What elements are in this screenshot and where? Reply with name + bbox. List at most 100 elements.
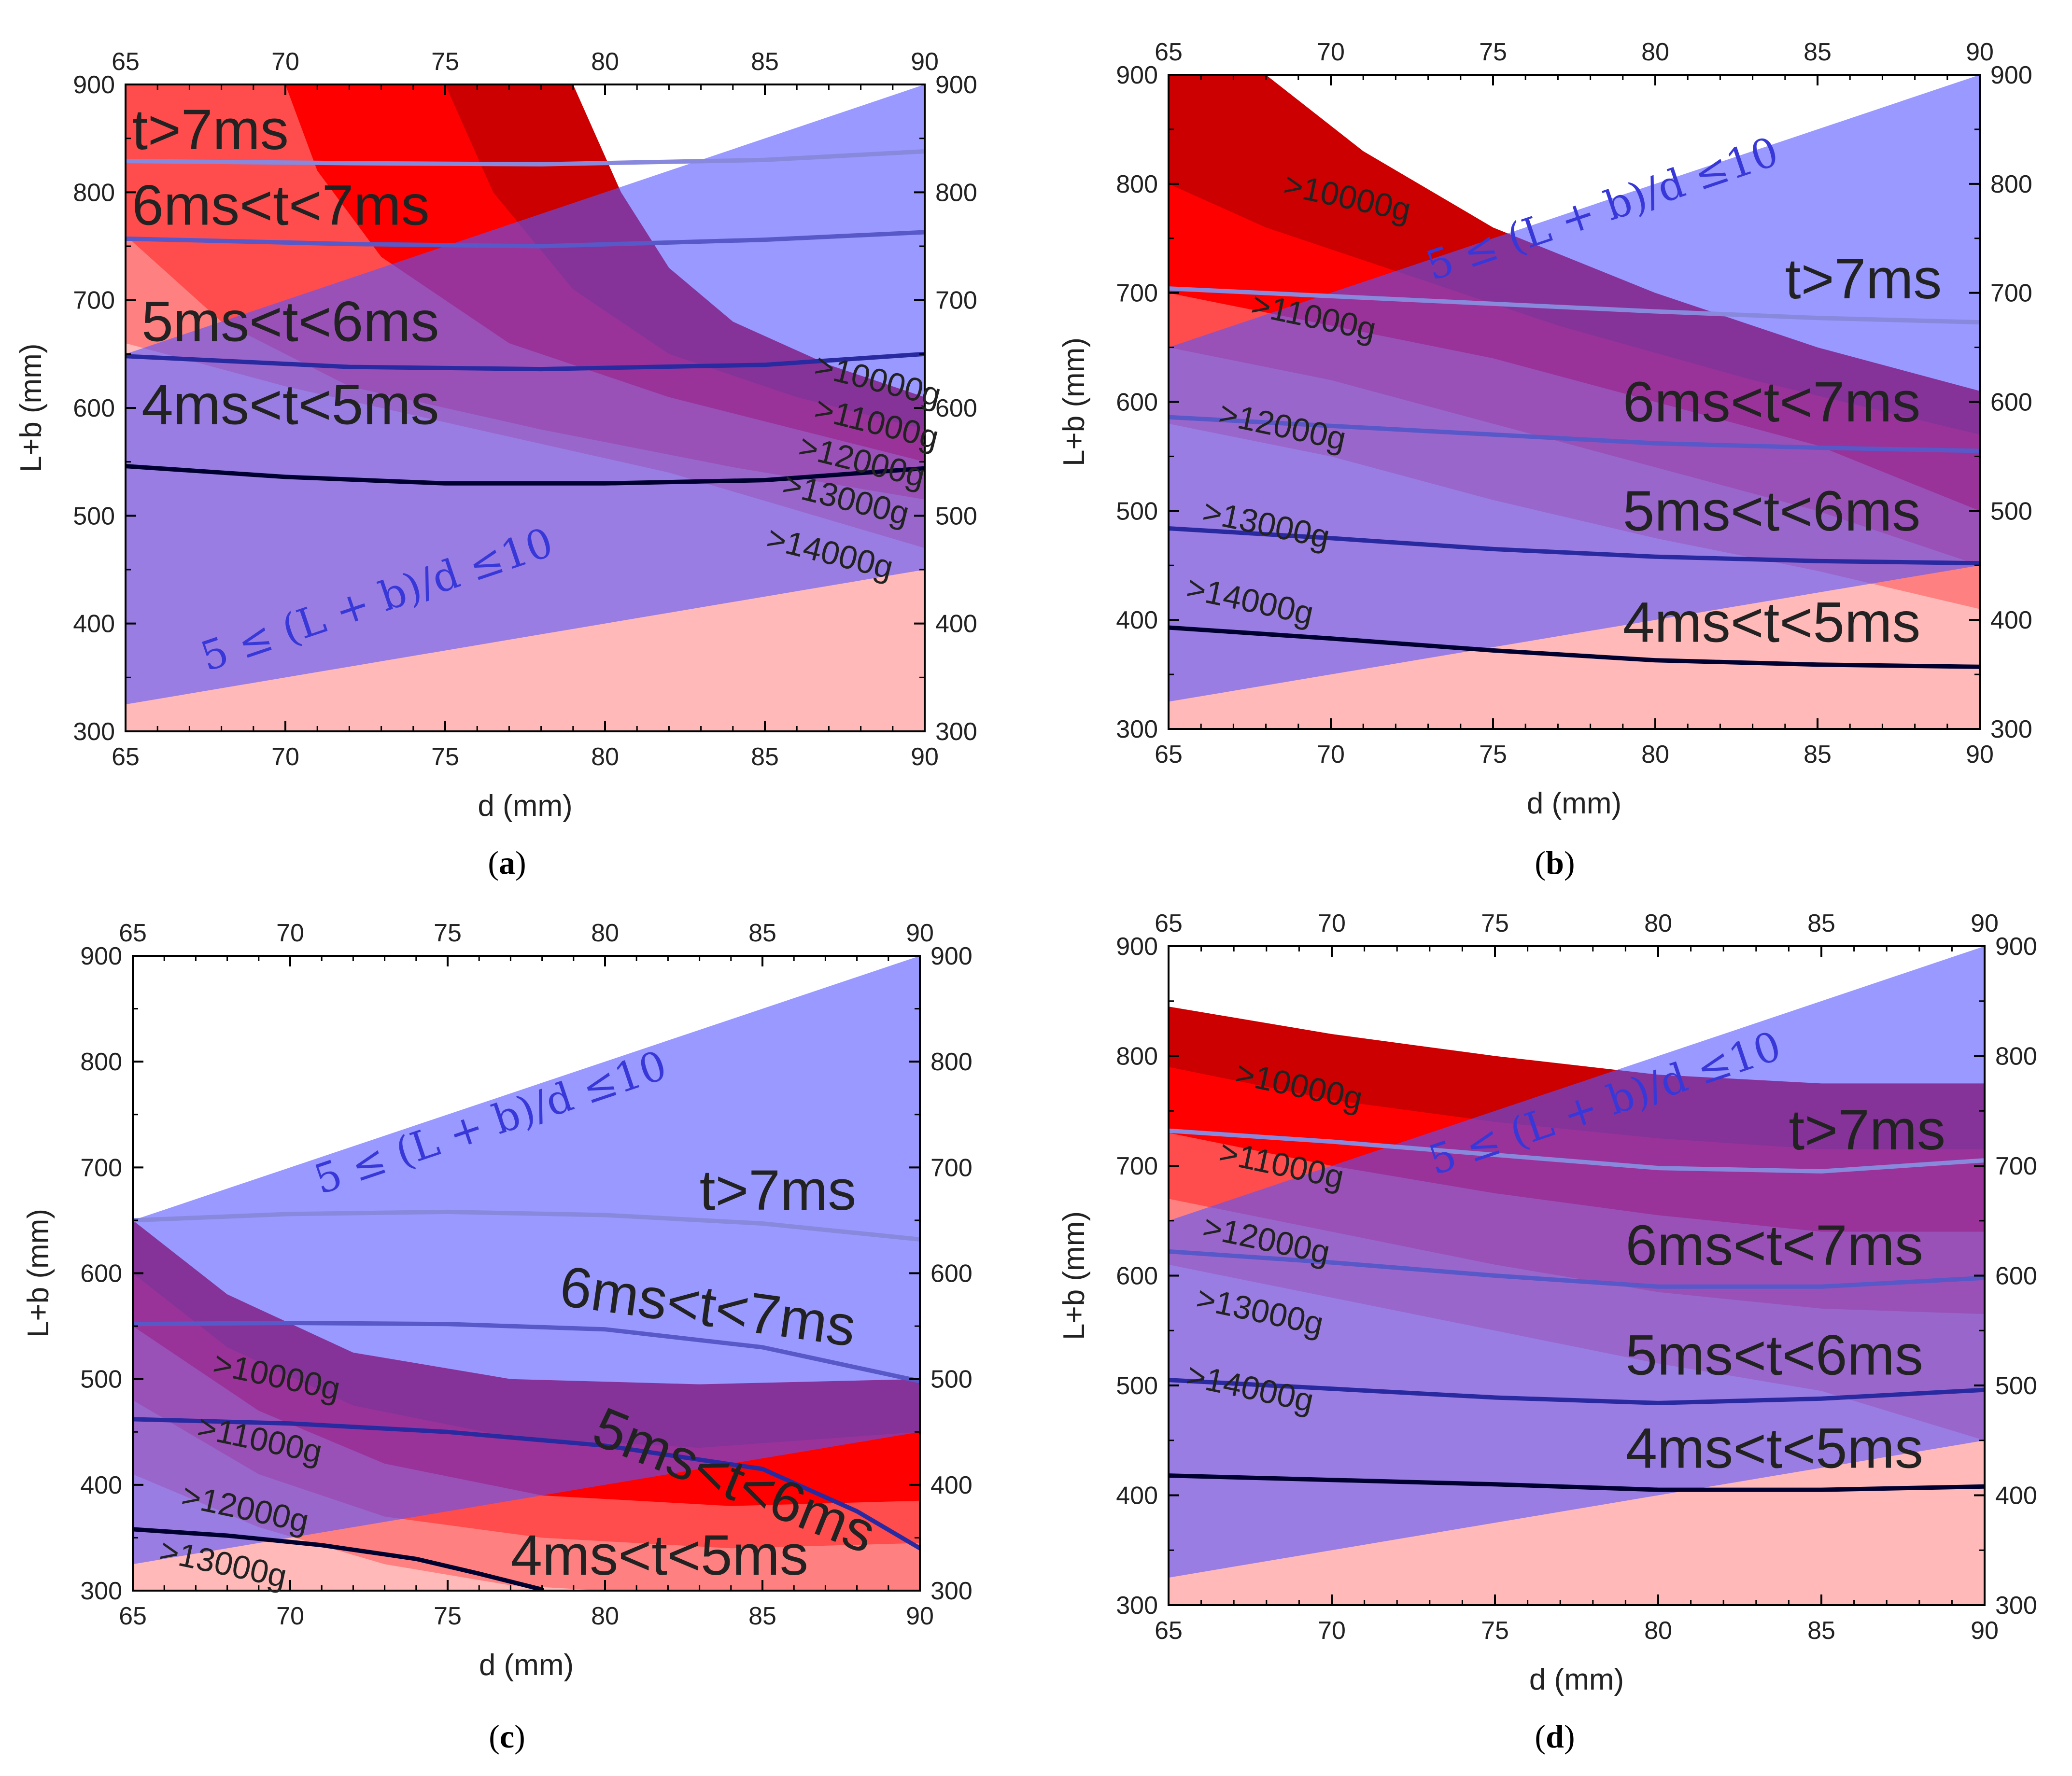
y-tick-label: 300 [73, 718, 115, 746]
y-tick-label-right: 500 [935, 502, 977, 530]
y-tick-label: 900 [73, 71, 115, 99]
x-tick-label: 85 [751, 743, 779, 771]
x-tick-label-top: 90 [1966, 38, 1994, 66]
x-tick-label-top: 85 [1807, 909, 1835, 937]
y-tick-label-right: 900 [1995, 933, 2037, 961]
x-tick-label: 75 [434, 1602, 462, 1630]
x-tick-label-top: 75 [1479, 38, 1507, 66]
ratio-band [133, 956, 920, 1565]
time-label-7ms: t>7ms [700, 1159, 857, 1222]
x-tick-label: 75 [431, 743, 459, 771]
time-line-4ms [133, 1527, 545, 1591]
plot-area-a [126, 84, 925, 731]
y-tick-label: 800 [1116, 170, 1158, 198]
y-tick-label-right: 800 [930, 1048, 973, 1076]
x-axis-title: d (mm) [479, 1649, 574, 1682]
y-tick-label-right: 600 [935, 394, 977, 422]
y-tick-label: 400 [1116, 1482, 1158, 1510]
y-tick-label-right: 700 [930, 1154, 973, 1182]
y-tick-label: 300 [1116, 1592, 1158, 1620]
panel-caption: (c) [489, 1718, 525, 1755]
time-label-7ms: t>7ms [132, 98, 289, 162]
x-tick-label: 70 [271, 743, 299, 771]
x-tick-label-top: 80 [591, 48, 619, 76]
y-tick-label: 300 [1116, 715, 1158, 743]
y-tick-label: 800 [80, 1048, 122, 1076]
x-tick-label-top: 65 [1155, 38, 1183, 66]
x-tick-label-top: 75 [1481, 909, 1509, 937]
x-tick-label: 80 [591, 743, 619, 771]
x-axis-title: d (mm) [478, 789, 572, 823]
x-tick-label-top: 70 [271, 48, 299, 76]
y-axis-title: L+b (mm) [1057, 337, 1091, 466]
x-tick-label: 80 [1641, 741, 1669, 769]
y-tick-label-right: 300 [1990, 715, 2032, 743]
y-tick-label-right: 300 [930, 1577, 973, 1605]
x-tick-label: 65 [1155, 741, 1183, 769]
x-tick-label-top: 85 [748, 919, 776, 947]
y-tick-label: 400 [73, 610, 115, 638]
x-tick-label: 90 [906, 1602, 934, 1630]
x-tick-label-top: 80 [1644, 909, 1672, 937]
x-tick-label-top: 70 [276, 919, 304, 947]
y-tick-label-right: 900 [930, 942, 973, 970]
x-tick-label-top: 90 [911, 48, 939, 76]
time-line-5ms [133, 1417, 920, 1551]
time-label-7ms: t>7ms [1789, 1098, 1945, 1162]
ratio-band [1169, 75, 1980, 702]
y-axis-title: L+b (mm) [14, 344, 48, 473]
x-tick-label-top: 90 [906, 919, 934, 947]
x-tick-label-top: 65 [119, 919, 147, 947]
x-axis-title: d (mm) [1529, 1663, 1624, 1696]
panel-caption: (d) [1535, 1718, 1575, 1755]
y-tick-label: 700 [1116, 1152, 1158, 1180]
y-tick-label-right: 900 [1990, 61, 2032, 89]
x-tick-label: 90 [911, 743, 939, 771]
y-tick-label: 400 [80, 1471, 122, 1499]
y-tick-label: 900 [1116, 61, 1158, 89]
y-tick-label-right: 400 [930, 1471, 973, 1499]
y-tick-label-right: 800 [1995, 1043, 2037, 1071]
time-label-4ms: 4ms<t<5ms [510, 1524, 808, 1587]
time-label-4ms: 4ms<t<5ms [141, 373, 439, 437]
y-tick-label: 400 [1116, 606, 1158, 634]
plot-area-d [1169, 946, 1985, 1605]
y-tick-label: 700 [80, 1154, 122, 1182]
time-label-6ms: 6ms<t<7ms [132, 173, 429, 237]
time-line-4ms [1169, 625, 1980, 669]
x-tick-label: 85 [1807, 1617, 1835, 1645]
time-line-6ms [133, 1321, 920, 1384]
x-tick-label: 65 [112, 743, 140, 771]
y-tick-label-right: 400 [1990, 606, 2032, 634]
y-tick-label-right: 700 [935, 287, 977, 315]
region-gt-14000g [133, 1474, 605, 1591]
x-tick-label: 90 [1966, 741, 1994, 769]
time-label-4ms: 4ms<t<5ms [1625, 1417, 1923, 1481]
time-label-6ms: 6ms<t<7ms [1623, 370, 1920, 434]
y-axis-title: L+b (mm) [1057, 1211, 1091, 1340]
y-tick-label-right: 400 [1995, 1482, 2037, 1510]
x-tick-label: 70 [1317, 741, 1345, 769]
x-tick-label: 75 [1479, 741, 1507, 769]
x-tick-label: 65 [119, 1602, 147, 1630]
time-line-7ms [1169, 286, 1980, 325]
y-tick-label: 700 [73, 287, 115, 315]
y-tick-label-right: 300 [1995, 1592, 2037, 1620]
y-tick-label-right: 700 [1995, 1152, 2037, 1180]
ratio-band [1169, 946, 1985, 1578]
y-tick-label: 500 [1116, 497, 1158, 525]
x-tick-label-top: 80 [591, 919, 619, 947]
y-tick-label-right: 600 [1995, 1262, 2037, 1290]
x-tick-label: 85 [748, 1602, 776, 1630]
time-label-7ms: t>7ms [1785, 247, 1942, 311]
y-tick-label: 800 [73, 179, 115, 207]
time-line-7ms [126, 149, 925, 167]
y-tick-label: 600 [1116, 1262, 1158, 1290]
y-tick-label: 600 [1116, 389, 1158, 417]
time-line-5ms [126, 351, 925, 372]
y-tick-label-right: 700 [1990, 280, 2032, 308]
x-tick-label-top: 85 [751, 48, 779, 76]
x-tick-label-top: 70 [1318, 909, 1346, 937]
x-tick-label-top: 80 [1641, 38, 1669, 66]
